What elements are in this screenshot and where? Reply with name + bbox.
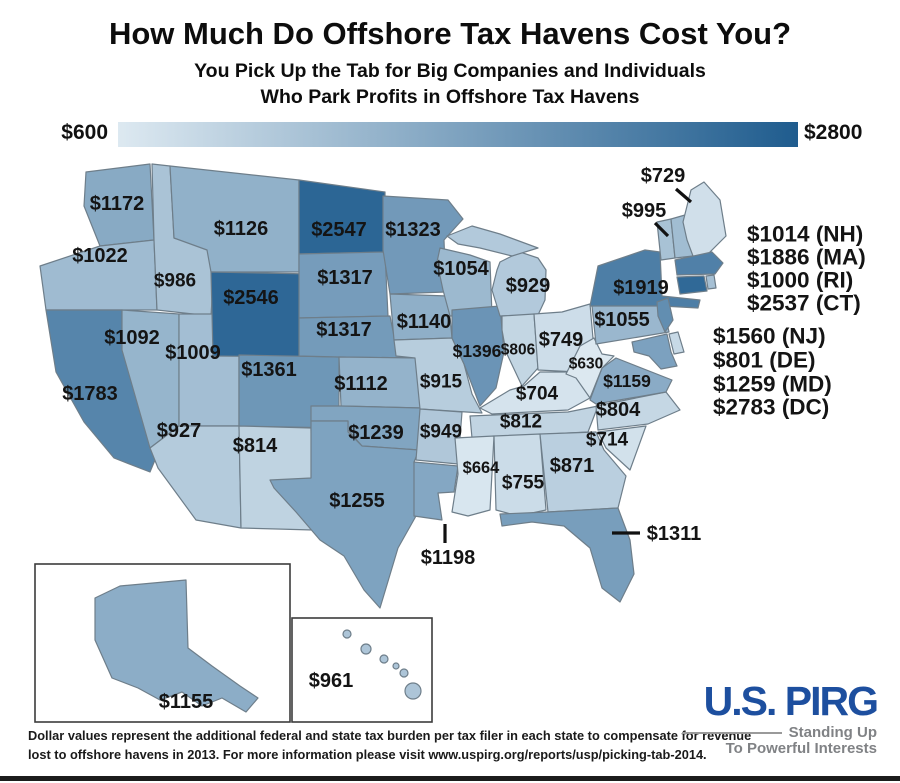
state-label-sc: $714	[586, 430, 629, 451]
state-wv	[565, 337, 615, 399]
side-list-item-ct: $2537 (CT)	[747, 291, 861, 316]
side-list-item-de: $801 (DE)	[713, 348, 816, 373]
logo-tagline-row: Standing Up	[681, 724, 877, 742]
state-label-ok: $1239	[348, 422, 404, 444]
page-title: How Much Do Offshore Tax Havens Cost You…	[108, 16, 792, 51]
hawaii-inset-box	[291, 617, 433, 723]
state-label-nd: $2547	[311, 219, 367, 241]
state-hi-island-0	[342, 629, 352, 639]
state-label-wa: $1172	[90, 193, 145, 215]
state-de	[668, 331, 685, 355]
state-label-az: $927	[157, 420, 202, 442]
state-ak	[94, 579, 259, 713]
state-label-mo: $915	[420, 372, 463, 393]
state-label-me: $729	[641, 165, 686, 187]
state-label-oh: $749	[539, 329, 584, 351]
state-mi-upper-peninsula	[446, 225, 539, 257]
state-label-al: $755	[502, 473, 545, 494]
state-label-nm: $814	[233, 435, 278, 457]
state-sc	[597, 425, 647, 471]
footnote-line-2: lost to offshore havens in 2013. For mor…	[28, 746, 707, 762]
legend-min-label: $600	[61, 121, 108, 144]
state-md	[631, 333, 678, 370]
leader-line-vt	[653, 221, 670, 238]
footnote: Dollar values represent the additional f…	[28, 727, 751, 764]
side-list-item-md: $1259 (MD)	[713, 372, 832, 397]
state-ri	[705, 274, 717, 290]
state-label-ca: $1783	[62, 383, 118, 405]
state-hi-island-5	[404, 682, 422, 700]
state-label-ky: $704	[516, 384, 559, 405]
state-label-hi: $961	[309, 670, 354, 692]
state-hi-island-2	[379, 654, 389, 664]
logo-wordmark: U.S. PIRG	[703, 678, 879, 724]
state-label-ia: $1140	[397, 311, 452, 333]
side-list-item-ri: $1000 (RI)	[747, 268, 853, 293]
state-label-va: $1159	[603, 371, 651, 391]
bottom-border-rule	[0, 776, 900, 781]
logo-tagline-line-2: To Powerful Interests	[725, 740, 877, 758]
state-hi-island-1	[360, 643, 372, 655]
leader-line-me	[674, 187, 693, 204]
legend-gradient-bar	[118, 122, 798, 147]
side-list-item-ma: $1886 (MA)	[747, 245, 866, 270]
state-tn	[469, 405, 599, 439]
state-label-nv: $1092	[104, 327, 160, 349]
side-list-item-nj: $1560 (NJ)	[713, 324, 826, 349]
state-ma	[674, 251, 724, 276]
state-label-ne: $1317	[316, 319, 372, 341]
state-label-mn: $1323	[385, 219, 441, 241]
state-nj	[656, 297, 674, 333]
state-label-ny: $1919	[613, 277, 669, 299]
state-hi-island-3	[392, 662, 400, 670]
logo-tagline-line-1: Standing Up	[788, 724, 877, 742]
state-tx	[269, 420, 420, 609]
state-label-wv: $630	[569, 356, 603, 373]
state-label-wi: $1054	[433, 258, 489, 280]
state-label-ar: $949	[420, 422, 462, 443]
state-label-il: $1396	[453, 341, 502, 361]
state-label-ut: $1009	[165, 342, 221, 364]
state-label-or: $1022	[72, 245, 128, 267]
state-mi	[491, 251, 547, 317]
subtitle-line-1: You Pick Up the Tab for Big Companies an…	[194, 60, 706, 82]
logo-rule-line	[681, 731, 782, 734]
legend-max-label: $2800	[804, 121, 863, 144]
state-label-pa: $1055	[594, 309, 650, 331]
state-la	[413, 461, 459, 521]
state-label-wy: $2546	[223, 287, 279, 309]
state-label-ks: $1112	[334, 373, 387, 395]
side-list-item-dc: $2783 (DC)	[713, 395, 829, 420]
side-list-item-nh: $1014 (NH)	[747, 222, 863, 247]
state-label-ms: $664	[463, 459, 501, 477]
state-wy	[210, 271, 314, 358]
state-me	[682, 181, 727, 261]
state-ct	[676, 275, 708, 295]
state-label-fl: $1311	[647, 523, 702, 545]
uspirg-logo: U.S. PIRG Standing Up To Powerful Intere…	[681, 678, 879, 758]
state-label-in: $806	[501, 342, 536, 359]
state-hi-island-4	[399, 668, 409, 678]
state-label-tx: $1255	[329, 490, 385, 512]
footnote-line-1: Dollar values represent the additional f…	[28, 728, 752, 743]
state-label-la: $1198	[421, 547, 476, 569]
state-label-co: $1361	[241, 359, 297, 381]
subtitle-line-2: Who Park Profits in Offshore Tax Havens	[260, 86, 640, 108]
state-label-nc: $804	[596, 399, 641, 421]
state-nd	[298, 179, 386, 255]
state-fl	[499, 507, 635, 603]
state-ny	[589, 249, 701, 309]
state-label-id: $986	[154, 271, 196, 292]
state-label-vt: $995	[622, 200, 667, 222]
state-label-mi: $929	[506, 275, 551, 297]
state-label-ak: $1155	[159, 691, 214, 713]
state-label-tn: $812	[500, 412, 542, 433]
state-label-sd: $1317	[317, 267, 373, 289]
state-label-ga: $871	[550, 455, 595, 477]
state-label-mt: $1126	[214, 218, 269, 240]
